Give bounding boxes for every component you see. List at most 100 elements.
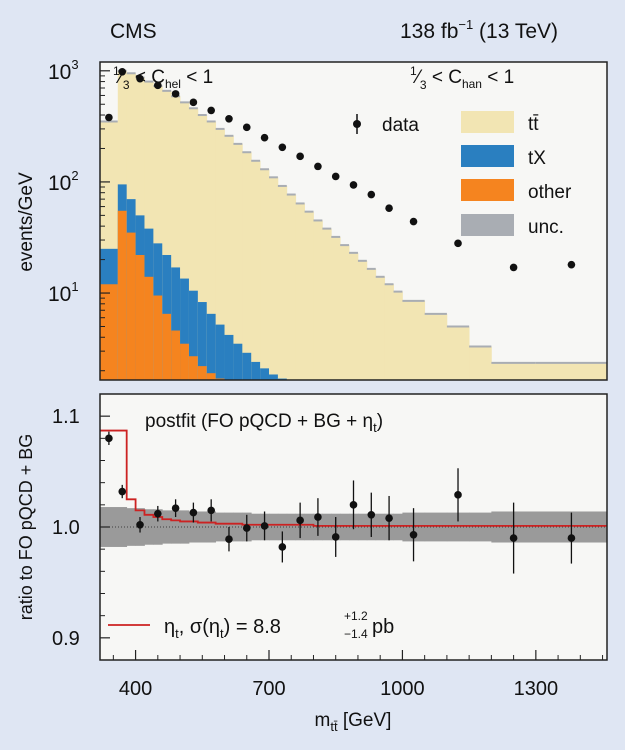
ttbar-bar — [269, 177, 279, 380]
ratio-point — [207, 506, 215, 515]
ttbar-bar — [304, 211, 314, 380]
data-point — [509, 263, 518, 272]
ttbar-bar — [349, 252, 359, 380]
cut-hel-label: 1⁄3 < Chel < 1 — [113, 64, 213, 92]
legend-data-marker — [353, 120, 361, 128]
tx-bar — [269, 374, 279, 380]
unc-band-segment — [251, 513, 261, 541]
tx-bar — [197, 302, 208, 380]
ratio-point — [296, 516, 304, 525]
other-bar — [100, 284, 119, 380]
cut-han-label: 1⁄3 < Chan < 1 — [410, 64, 514, 92]
ratio-title: postfit (FO pQCD + BG + ηt) — [145, 411, 383, 435]
ttbar-bar — [260, 169, 270, 380]
ratio-point — [509, 534, 518, 542]
other-bar — [162, 313, 172, 380]
unc-band-segment — [322, 513, 332, 541]
ratio-point — [242, 524, 251, 532]
ratio-point — [454, 491, 462, 499]
ttbar-bar — [384, 284, 394, 380]
data-point — [118, 67, 127, 76]
ttbar-bar — [375, 276, 386, 380]
top-y-ticks: 101 102 103 — [48, 57, 110, 372]
legend: data tt̄ tX other unc. — [353, 111, 572, 238]
x-axis-label: mtt̄ [GeV] — [315, 710, 392, 734]
legend-eta-up: +1.2 — [344, 609, 368, 623]
ratio-point — [567, 534, 576, 542]
data-point — [154, 81, 162, 90]
ttbar-bar — [469, 346, 492, 380]
ttbar-bar — [424, 313, 448, 380]
top-frame — [99, 61, 608, 381]
ttbar-bar — [286, 194, 297, 380]
unc-band-segment — [277, 513, 288, 541]
ttbar-bar — [233, 143, 243, 380]
other-bar — [197, 366, 208, 380]
ratio-point — [225, 535, 233, 543]
unc-band-segment — [126, 508, 136, 546]
ratio-point — [278, 543, 287, 551]
data-point — [385, 204, 393, 213]
tx-bar — [215, 324, 225, 380]
ttbar-bar — [206, 121, 217, 380]
ratio-y-tick-label: 1.1 — [52, 406, 80, 428]
other-bar — [144, 276, 154, 380]
legend-data-label: data — [382, 115, 419, 136]
ratio-point — [118, 487, 127, 496]
data-point — [409, 217, 418, 226]
top-data-points — [105, 67, 576, 272]
top-y-axis-label: events/GeV — [16, 172, 37, 272]
other-bar — [117, 210, 128, 380]
ratio-point — [105, 434, 113, 443]
ratio-data-points — [105, 431, 576, 574]
other-bar — [171, 330, 181, 380]
ttbar-bar — [277, 185, 288, 380]
ratio-point — [189, 508, 198, 517]
legend-ttbar-swatch — [461, 111, 514, 133]
tx-bar — [180, 278, 190, 380]
tx-bar — [251, 361, 261, 380]
ratio-x-ticks: 400 700 1000 1300 — [112, 650, 604, 700]
legend-other-swatch — [461, 179, 514, 201]
ttbar-bar — [251, 160, 261, 380]
unc-band-segment — [269, 513, 279, 541]
ratio-point — [331, 533, 340, 541]
top-panel: 101 102 103 events/GeV 1⁄3 < Chel < 1 1⁄3 … — [16, 57, 608, 381]
ratio-y-ticks: 0.9 1.0 1.1 — [52, 406, 110, 650]
unc-band-segment — [424, 512, 448, 542]
ratio-point — [314, 513, 322, 521]
data-point — [331, 172, 340, 181]
tx-bar — [206, 313, 217, 380]
ttbar-bar — [446, 326, 470, 380]
ratio-point — [409, 530, 418, 539]
ratio-panel: 0.9 1.0 1.1 400 700 1000 1300 postfit (FO pQC… — [16, 393, 608, 734]
other-bar — [188, 356, 199, 380]
ttbar-bar — [535, 362, 608, 380]
top-stack-bars — [100, 69, 608, 381]
ratio-point — [349, 501, 358, 509]
tx-bar — [188, 290, 199, 380]
ttbar-bar — [331, 236, 341, 380]
ratio-y-axis-label: ratio to FO pQCD + BG — [16, 434, 36, 621]
ttbar-bar — [402, 300, 426, 380]
ttbar-bar — [393, 291, 403, 380]
ttbar-bar — [153, 85, 163, 380]
unc-band-segment — [357, 513, 368, 541]
ttbar-bar — [491, 362, 537, 380]
ttbar-bar — [171, 96, 181, 381]
other-bar — [135, 254, 145, 380]
eta-prediction-line — [100, 429, 607, 527]
unc-band-segment — [144, 509, 154, 545]
data-point — [567, 260, 576, 269]
legend-unc-label: unc. — [528, 217, 564, 238]
legend-other-label: other — [528, 182, 572, 203]
y-tick-label: 102 — [48, 168, 79, 195]
ttbar-bar — [313, 220, 323, 380]
unc-band-segment — [153, 509, 163, 545]
data-point — [349, 181, 358, 189]
unc-band-segment — [117, 507, 128, 547]
ttbar-bar — [162, 90, 172, 381]
x-tick-label: 700 — [252, 678, 285, 700]
ttbar-bar — [322, 228, 332, 380]
